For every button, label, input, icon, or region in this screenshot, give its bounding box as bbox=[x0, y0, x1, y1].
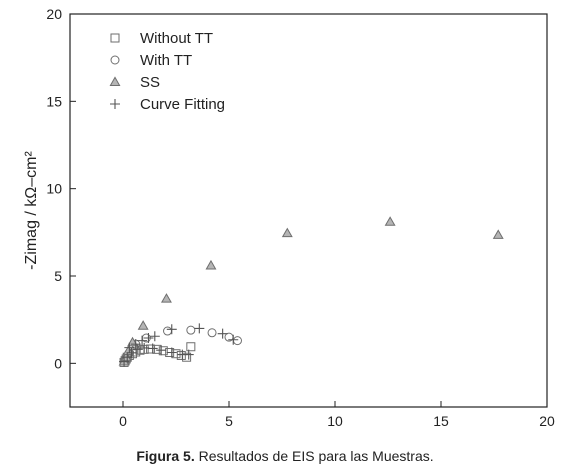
plot-frame bbox=[69, 13, 548, 408]
legend-label-curve-fitting: Curve Fitting bbox=[140, 96, 225, 113]
x-tick-label: 20 bbox=[539, 413, 555, 429]
legend-marker-ss bbox=[109, 76, 121, 86]
curve-fitting-point bbox=[217, 328, 228, 339]
eis-chart: 0 5 10 15 20 0 5 10 15 20 -Zimag / kΩ–cm² Without T… bbox=[23, 6, 555, 429]
ss-point bbox=[281, 227, 293, 238]
with-tt-point bbox=[207, 328, 217, 338]
curve-fitting-point bbox=[139, 342, 150, 353]
caption-label: Figura 5. bbox=[136, 448, 195, 464]
curve-fitting-point bbox=[149, 331, 160, 342]
ss-point bbox=[160, 293, 172, 303]
legend-label-ss: SS bbox=[140, 74, 160, 91]
with-tt-point bbox=[232, 336, 242, 346]
legend-label-without-tt: Without TT bbox=[140, 30, 213, 47]
curve-fitting-point bbox=[132, 344, 143, 355]
without-tt-point bbox=[186, 342, 196, 352]
x-tick-label: 5 bbox=[225, 413, 233, 429]
y-axis-label: -Zimag / kΩ–cm² bbox=[23, 151, 40, 270]
curve-fitting-point bbox=[137, 335, 148, 346]
legend-label-with-tt: With TT bbox=[140, 52, 192, 69]
y-tick-label: 10 bbox=[46, 181, 62, 197]
figure-caption: Figura 5. Resultados de EIS para las Mue… bbox=[0, 448, 570, 464]
y-tick-label: 5 bbox=[54, 268, 62, 284]
caption-text: Resultados de EIS para las Muestras. bbox=[194, 448, 434, 464]
curve-fitting-point bbox=[166, 347, 177, 358]
legend-marker-without-tt bbox=[110, 33, 120, 43]
y-tick-label: 20 bbox=[46, 6, 62, 22]
x-tick-label: 10 bbox=[327, 413, 343, 429]
curve-fitting-point bbox=[183, 349, 194, 360]
curve-fitting-point bbox=[124, 342, 135, 353]
legend-marker-with-tt bbox=[110, 55, 120, 65]
x-tick-label: 15 bbox=[433, 413, 449, 429]
curve-fitting-point bbox=[126, 347, 137, 358]
curve-fitting-point bbox=[143, 333, 154, 344]
curve-fitting-point bbox=[156, 345, 167, 356]
x-tick-label: 0 bbox=[119, 413, 127, 429]
ss-point bbox=[137, 320, 149, 330]
with-tt-point bbox=[163, 326, 173, 336]
curve-fitting-point bbox=[194, 323, 205, 334]
without-tt-point bbox=[176, 350, 186, 360]
with-tt-point bbox=[186, 325, 196, 335]
curve-fitting-point bbox=[166, 324, 177, 335]
ss-point bbox=[205, 259, 217, 270]
ss-point bbox=[492, 229, 504, 239]
legend-marker-curve-fitting bbox=[110, 99, 120, 109]
curve-fitting-point bbox=[228, 334, 239, 345]
curve-fitting-point bbox=[130, 339, 141, 350]
y-tick-label: 15 bbox=[46, 93, 62, 109]
ss-point bbox=[384, 216, 396, 226]
y-tick-label: 0 bbox=[54, 355, 62, 371]
curve-fitting-point bbox=[147, 343, 158, 354]
curve-fitting-point bbox=[122, 352, 133, 363]
